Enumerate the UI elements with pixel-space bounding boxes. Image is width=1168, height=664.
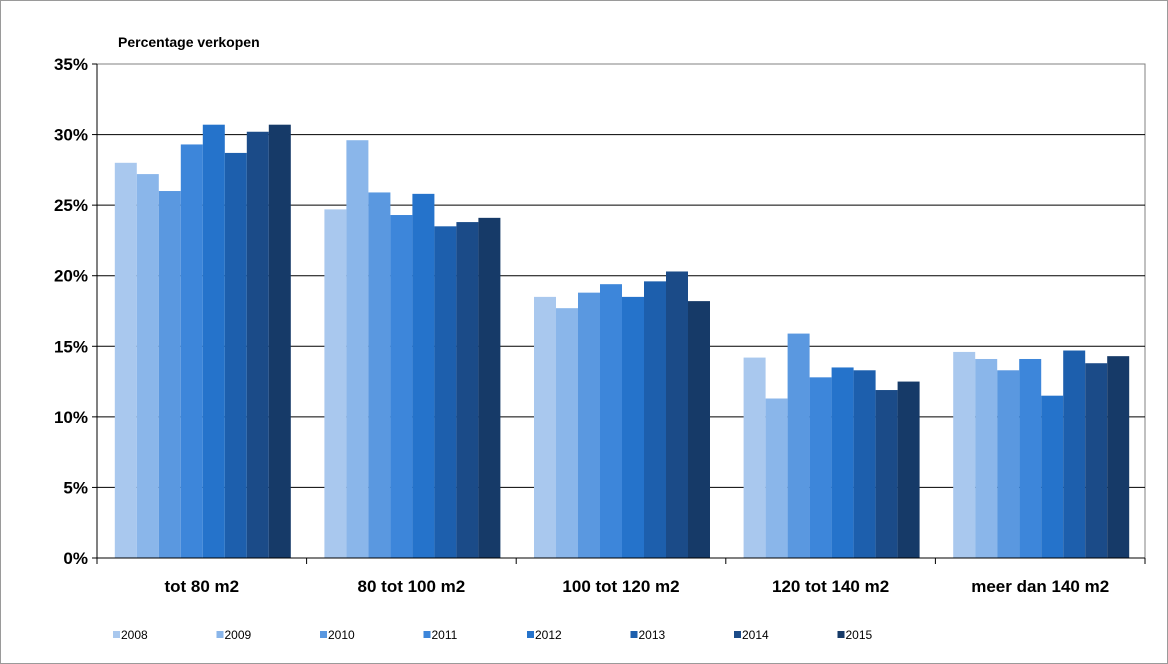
legend-swatch-2013	[630, 631, 638, 638]
bar-2008	[534, 296, 556, 558]
bar-2009	[975, 358, 998, 558]
bar-2015	[478, 217, 501, 559]
bar-2011	[180, 144, 203, 559]
x-category-label: 100 tot 120 m2	[562, 577, 679, 596]
bar-2014	[666, 271, 688, 558]
legend-label-2013: 2013	[639, 628, 666, 642]
bar-2013	[1063, 350, 1086, 558]
legend-swatch-2008	[113, 631, 120, 638]
y-tick-label: 35%	[54, 55, 88, 74]
bar-2013	[434, 226, 457, 559]
bar-2011	[390, 215, 413, 558]
bar-2010	[158, 191, 181, 558]
bar-2008	[953, 351, 976, 558]
bar-2009	[765, 398, 788, 558]
y-tick-label: 10%	[54, 408, 88, 427]
bar-2015	[897, 381, 920, 558]
x-category-label: 80 tot 100 m2	[358, 577, 466, 596]
legend-label-2015: 2015	[846, 628, 873, 642]
legend-label-2012: 2012	[535, 628, 562, 642]
legend-swatch-2011	[423, 631, 431, 638]
bar-2015	[268, 124, 291, 558]
bar-2012	[412, 193, 435, 558]
bar-2008	[114, 162, 137, 559]
legend-swatch-2014	[734, 631, 741, 638]
bar-2010	[578, 292, 600, 558]
bar-2009	[346, 140, 369, 558]
bar-2010	[368, 192, 391, 558]
y-tick-label: 30%	[54, 126, 88, 145]
bar-2013	[224, 152, 247, 559]
y-tick-label: 15%	[54, 337, 88, 356]
axes: 0% 5% 10% 15% 20% 25% 30% 35% tot 80 m2 80 tot 10…	[54, 55, 1146, 596]
legend-label-2011: 2011	[432, 628, 458, 642]
bar-2012	[622, 296, 644, 558]
bar-2009	[556, 308, 578, 558]
bar-2015	[1107, 356, 1130, 558]
y-tick-label: 5%	[63, 478, 88, 497]
bar-2010	[997, 370, 1020, 558]
legend-label-2008: 2008	[121, 628, 148, 642]
bar-2009	[136, 174, 159, 558]
bars	[114, 124, 1130, 559]
legend-swatch-2015	[837, 631, 845, 638]
bar-2014	[246, 131, 269, 558]
bar-2012	[202, 124, 225, 558]
bar-2012	[1041, 395, 1064, 558]
legend-label-2009: 2009	[225, 628, 252, 642]
x-category-label: 120 tot 140 m2	[772, 577, 889, 596]
x-category-label: tot 80 m2	[164, 577, 239, 596]
legend-label-2014: 2014	[742, 628, 769, 642]
bar-2011	[600, 284, 622, 558]
bar-2014	[456, 222, 479, 558]
y-tick-label: 25%	[54, 196, 88, 215]
y-tick-label: 0%	[63, 549, 88, 568]
bar-2015	[688, 301, 710, 558]
bar-2010	[787, 333, 810, 558]
bar-2013	[853, 370, 876, 558]
legend-swatch-2009	[216, 631, 224, 638]
bar-2008	[324, 209, 347, 558]
bar-2013	[644, 281, 666, 558]
bar-2014	[875, 390, 898, 558]
legend-label-2010: 2010	[328, 628, 355, 642]
y-tick-label: 20%	[54, 267, 88, 286]
legend-swatch-2010	[320, 631, 327, 638]
bar-2008	[743, 357, 766, 558]
bar-2011	[809, 377, 832, 558]
legend-swatch-2012	[527, 631, 534, 638]
bar-2012	[831, 367, 854, 558]
y-axis-title: Percentage verkopen	[118, 34, 260, 50]
x-category-label: meer dan 140 m2	[971, 577, 1109, 596]
bar-2014	[1085, 363, 1108, 558]
legend: 2008 2009 2010 2011 2012 2013 2014 2015	[113, 628, 873, 642]
bar-2011	[1019, 358, 1042, 558]
